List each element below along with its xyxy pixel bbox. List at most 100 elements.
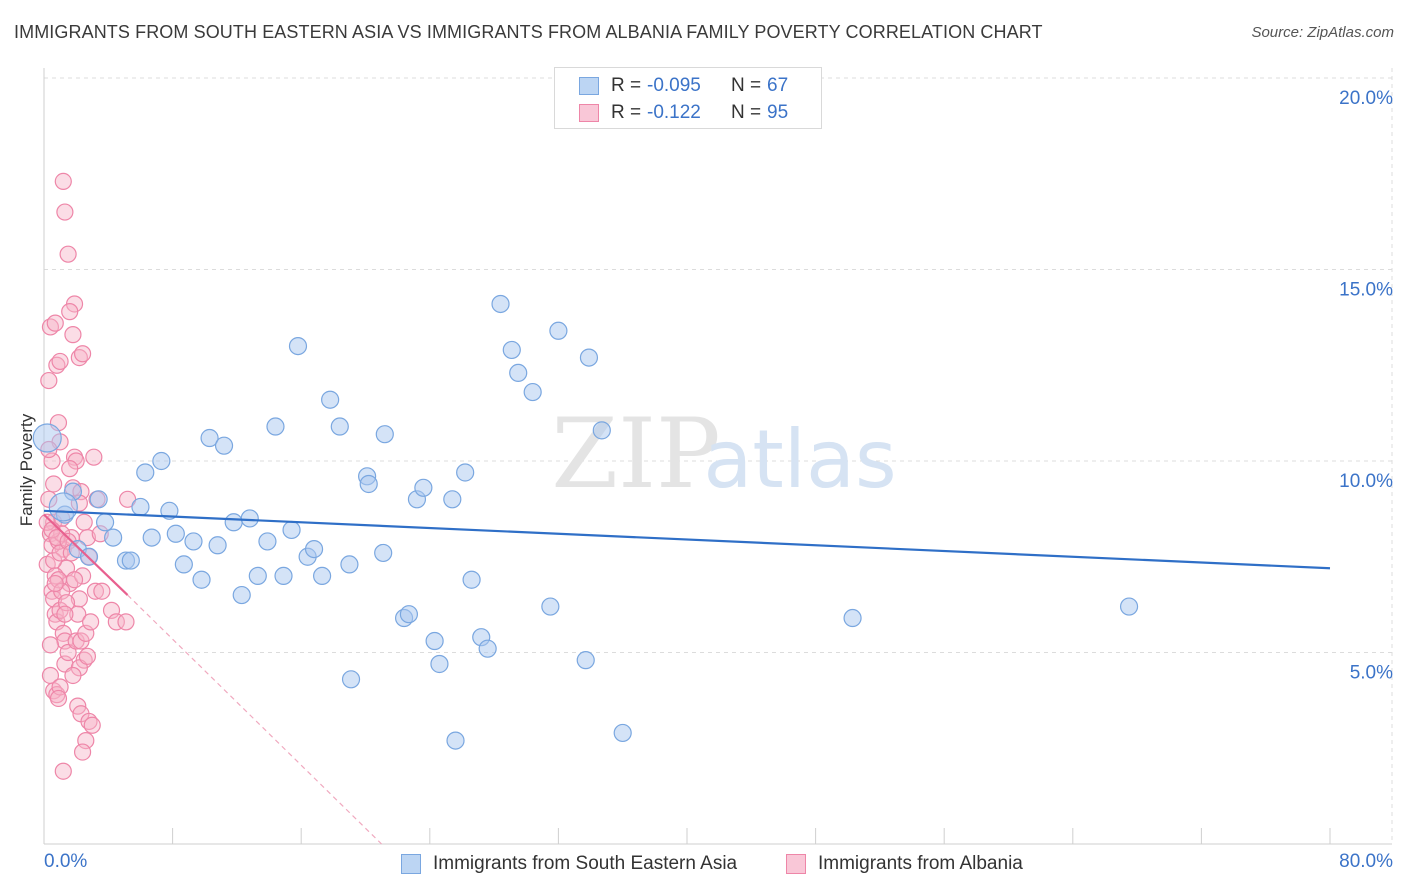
point-sea xyxy=(32,423,62,453)
point-albania xyxy=(51,352,69,371)
y-tick-label: 5.0% xyxy=(1350,663,1393,684)
point-sea xyxy=(240,509,259,528)
point-sea xyxy=(89,490,108,509)
point-albania xyxy=(64,326,82,344)
x-tick-label-max: 80.0% xyxy=(1339,851,1393,872)
y-tick-label: 15.0% xyxy=(1339,280,1393,301)
point-albania xyxy=(45,475,63,493)
point-albania xyxy=(54,762,72,780)
point-sea xyxy=(579,348,599,367)
point-sea xyxy=(843,608,862,628)
legend-r-label: R = xyxy=(611,75,642,96)
point-sea xyxy=(425,631,444,651)
point-albania xyxy=(107,613,125,631)
point-albania xyxy=(83,716,101,734)
point-albania xyxy=(73,345,92,363)
point-albania xyxy=(59,245,77,263)
point-sea xyxy=(414,478,433,497)
legend-n-label: N = xyxy=(731,75,762,96)
watermark-atlas: atlas xyxy=(703,413,896,506)
point-sea xyxy=(592,421,611,440)
point-sea xyxy=(174,555,193,574)
point-sea xyxy=(491,294,510,314)
point-sea xyxy=(502,340,521,360)
point-sea xyxy=(166,524,185,543)
point-albania xyxy=(49,689,68,708)
point-sea xyxy=(576,651,595,670)
point-albania xyxy=(69,605,87,623)
bottom-legend-label-albania: Immigrants from Albania xyxy=(818,853,1023,874)
point-sea xyxy=(478,639,497,658)
point-sea xyxy=(456,463,475,482)
legend-r-value: -0.122 xyxy=(647,102,701,123)
point-sea xyxy=(523,382,542,402)
correlation-legend: R = -0.095 N = 67 R = -0.122 N = 95 xyxy=(554,67,822,129)
bottom-legend-swatch-albania xyxy=(786,854,806,874)
bottom-legend-sea: Immigrants from South Eastern Asia xyxy=(401,851,737,877)
grid-lines xyxy=(44,68,1393,844)
point-albania xyxy=(41,636,60,654)
trend-lines xyxy=(43,509,1331,845)
point-albania xyxy=(85,448,103,466)
legend-row-albania: R = -0.122 N = 95 xyxy=(579,101,788,125)
point-albania xyxy=(78,647,97,665)
point-sea xyxy=(121,551,140,570)
point-sea xyxy=(131,497,150,517)
point-sea xyxy=(341,670,361,689)
trendline-sea xyxy=(43,509,1331,570)
point-albania xyxy=(82,613,100,631)
point-sea xyxy=(224,513,243,532)
point-sea xyxy=(340,555,359,574)
series-sea-points xyxy=(32,294,1139,750)
point-sea xyxy=(104,528,123,547)
chart-title: IMMIGRANTS FROM SOUTH EASTERN ASIA VS IM… xyxy=(14,22,1043,42)
bottom-legend-label-sea: Immigrants from South Eastern Asia xyxy=(433,853,738,874)
point-sea xyxy=(446,731,465,750)
point-sea xyxy=(95,513,115,532)
point-sea xyxy=(248,566,267,586)
point-sea xyxy=(549,321,568,340)
point-albania xyxy=(65,571,84,589)
point-albania xyxy=(40,371,58,390)
legend-swatch-albania xyxy=(579,104,599,122)
point-sea xyxy=(152,451,171,471)
point-albania xyxy=(46,574,64,593)
point-sea xyxy=(266,417,285,436)
point-albania xyxy=(73,567,92,585)
point-sea xyxy=(613,723,632,743)
point-sea xyxy=(312,566,332,586)
point-albania xyxy=(75,513,93,531)
trendline-albania xyxy=(43,513,129,596)
point-sea xyxy=(375,425,394,444)
point-albania xyxy=(46,314,64,332)
point-albania xyxy=(56,605,74,623)
point-sea xyxy=(258,532,277,551)
point-sea xyxy=(208,536,227,555)
point-sea xyxy=(330,417,349,436)
point-sea xyxy=(48,492,78,522)
point-albania xyxy=(54,172,72,191)
trendline-albania-extension xyxy=(127,594,382,845)
point-sea xyxy=(541,597,560,616)
point-albania xyxy=(93,582,111,600)
point-sea xyxy=(282,520,301,540)
point-sea xyxy=(430,654,449,674)
point-sea xyxy=(443,490,462,509)
bottom-legend-albania: Immigrants from Albania xyxy=(786,851,1023,877)
series-albania-points xyxy=(38,172,137,780)
point-sea xyxy=(399,605,419,624)
y-tick-labels: 5.0% 10.0% 15.0% 20.0% xyxy=(1339,88,1393,684)
bottom-legend-swatch-sea xyxy=(401,854,421,874)
point-albania xyxy=(64,666,82,685)
y-tick-label: 20.0% xyxy=(1339,88,1393,109)
point-sea xyxy=(462,570,481,589)
point-sea xyxy=(374,543,393,563)
legend-n-label: N = xyxy=(731,102,762,123)
point-albania xyxy=(61,303,79,321)
point-sea xyxy=(214,436,234,455)
point-sea xyxy=(274,566,293,586)
point-sea xyxy=(359,474,378,494)
point-sea xyxy=(184,532,203,551)
point-sea xyxy=(232,585,251,605)
